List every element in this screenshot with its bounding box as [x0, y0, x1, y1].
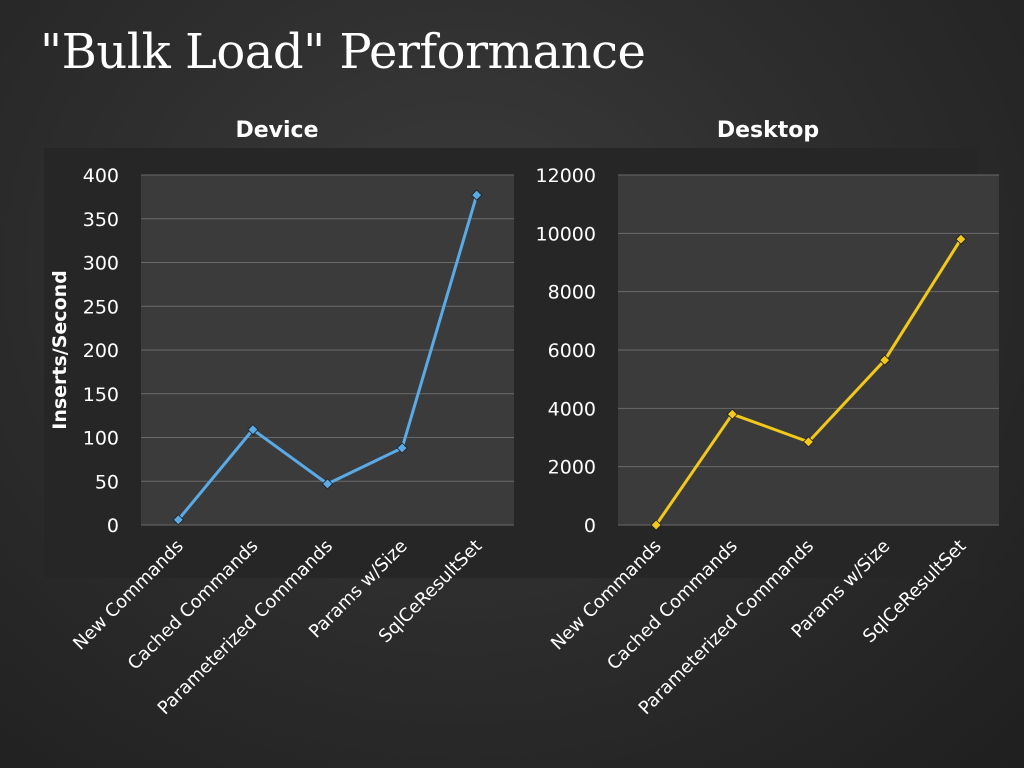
- device-y-tick-label: 300: [83, 253, 119, 275]
- device-y-tick-label: 150: [83, 384, 119, 406]
- device-data-point: [471, 189, 483, 201]
- device-y-tick-label: 350: [83, 209, 119, 231]
- desktop-y-tick-label: 4000: [548, 398, 596, 420]
- desktop-x-tick-label: Cached Commands: [603, 536, 742, 675]
- device-y-tick-label: 50: [95, 471, 119, 493]
- device-y-tick-label: 200: [83, 340, 119, 362]
- desktop-data-point: [955, 233, 967, 245]
- desktop-y-tick-label: 12000: [536, 165, 596, 187]
- desktop-data-point: [726, 408, 738, 420]
- desktop-chart-title: Desktop: [716, 118, 820, 143]
- device-y-tick-label: 0: [107, 515, 119, 537]
- desktop-data-point: [650, 519, 662, 531]
- device-data-point: [247, 424, 259, 436]
- device-data-point: [396, 442, 408, 454]
- slide-title: "Bulk Load" Performance: [40, 24, 646, 80]
- desktop-data-point: [802, 436, 815, 448]
- device-y-axis-label: Inserts/Second: [49, 270, 71, 430]
- device-data-point: [172, 514, 184, 526]
- device-x-tick-label: Cached Commands: [124, 536, 263, 675]
- device-y-tick-label: 100: [83, 428, 119, 450]
- desktop-y-tick-label: 2000: [548, 457, 596, 479]
- desktop-data-point: [879, 354, 891, 366]
- desktop-y-tick-label: 8000: [548, 282, 596, 304]
- device-y-tick-label: 400: [83, 165, 119, 187]
- desktop-y-tick-label: 0: [584, 515, 596, 537]
- desktop-y-tick-label: 6000: [548, 340, 596, 362]
- device-data-point: [321, 478, 334, 490]
- desktop-y-tick-label: 10000: [536, 223, 596, 245]
- device-chart-title: Device: [235, 118, 319, 143]
- device-y-tick-label: 250: [83, 296, 119, 318]
